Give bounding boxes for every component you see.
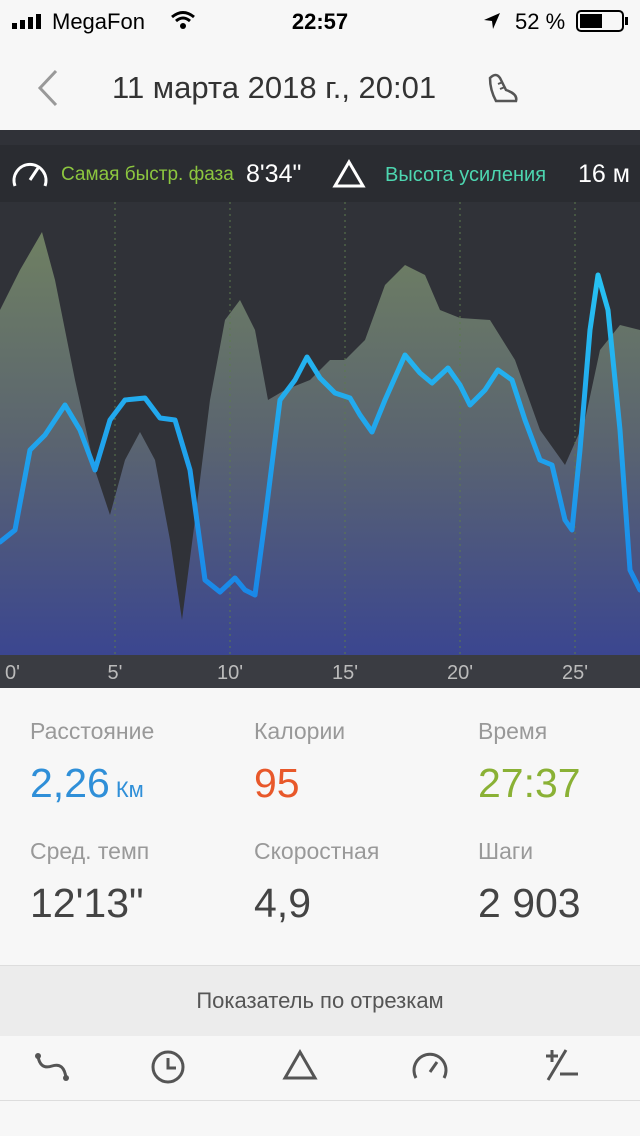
speed-tab[interactable] [412,1052,448,1079]
x-tick-label: 15' [332,662,358,684]
metric-value-row: 27:37 [478,760,581,807]
route-tab[interactable] [35,1053,69,1081]
shoe-icon [486,70,522,109]
metric-value: 27:37 [478,760,581,806]
x-tick-label: 5' [108,662,123,684]
x-axis-band [0,655,640,688]
plus-minus-tab[interactable] [546,1049,578,1081]
fastest-label: Самая быстр. фаза [61,164,234,185]
metric-label: Калории [254,718,346,744]
x-tick-label: 0' [5,662,20,684]
metric-label: Сред. темп [30,838,150,864]
metric-value: 2 903 [478,880,581,926]
metrics-panel: Расстояние 2,26 Км Калории 95 Время 27:37 Сред.… [0,688,640,965]
carrier: MegaFon [52,9,145,34]
x-tick-label: 20' [447,662,473,684]
x-tick-label: 25' [562,662,588,684]
metric-value: 95 [254,760,300,806]
tab-bar [0,1036,640,1101]
metric-label: Шаги [478,838,534,864]
fastest-value: 8'34" [246,160,302,188]
metric-unit: Км [115,777,144,802]
metric-value: 12'13" [30,880,144,926]
elevation-icon [332,158,366,195]
metric-value-row: 95 [254,760,300,807]
x-axis-labels: 0' 5' 10' 15' 20' 25' [5,662,588,684]
metric-label: Расстояние [30,718,155,744]
battery-text: 52 % [515,9,566,34]
back-button[interactable] [34,68,62,113]
wifi-icon [170,10,196,35]
metric-label: Время [478,718,548,744]
elevation-label: Высота усиления [385,164,547,186]
metric-value-row: 2 903 [478,880,581,927]
metric-label: Скоростная [254,838,380,864]
speed-icon [10,156,50,197]
time-tab[interactable] [151,1050,185,1084]
metric-value-row: 12'13" [30,880,144,927]
x-tick-label: 10' [217,662,243,684]
signal-icon [12,12,48,35]
header-title: 11 марта 2018 г., 20:01 [112,70,437,105]
battery-icon [576,10,630,37]
summary-bar [0,145,640,202]
metric-value-row: 4,9 [254,880,311,927]
elevation-value: 16 м [578,160,630,188]
chart-plot: 0' 5' 10' 15' 20' 25' [0,202,640,688]
metric-value: 2,26 [30,760,110,806]
clock: 22:57 [291,9,349,34]
segments-button[interactable]: Показатель по отрезкам [0,965,640,1037]
pace-line [0,272,640,598]
elevation-tab[interactable] [282,1048,318,1080]
elevation-area [0,232,640,655]
metric-value: 4,9 [254,880,311,926]
location-icon [482,11,502,36]
metric-value-row: 2,26 Км [30,760,144,807]
